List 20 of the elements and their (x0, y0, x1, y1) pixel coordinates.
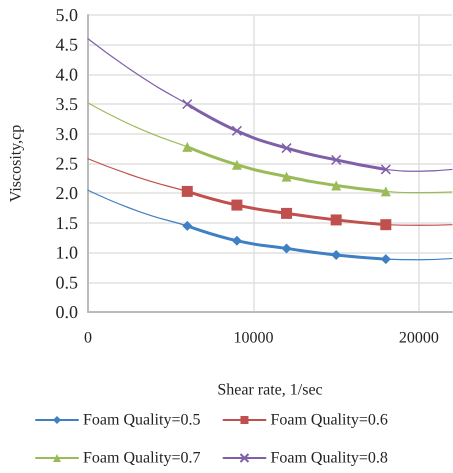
legend-label: Foam Quality=0.5 (83, 412, 200, 428)
y-tick-label: 5.0 (56, 5, 78, 25)
y-tick-label: 4.5 (56, 34, 78, 55)
x-tick-label: 10000 (233, 330, 274, 346)
y-tick-label: 0.5 (56, 272, 78, 292)
y-tick-label: 3.0 (56, 124, 78, 144)
y-tick-label: 3.5 (56, 94, 78, 114)
legend-label: Foam Quality=0.6 (270, 412, 388, 428)
y-tick-label: 2.0 (56, 183, 78, 204)
x-axis-title: Shear rate, 1/sec (217, 382, 323, 398)
y-tick-label: 2.5 (56, 154, 78, 174)
y-tick-label: 4.0 (56, 64, 78, 84)
y-tick-label: 1.0 (56, 242, 78, 263)
x-tick-label: 0 (84, 330, 92, 346)
y-tick-label: 0.0 (56, 302, 78, 322)
legend-label: Foam Quality=0.7 (83, 450, 200, 466)
legend-label: Foam Quality=0.8 (270, 450, 388, 466)
y-axis-title: Viscosity,cp (8, 124, 24, 202)
y-tick-label: 1.5 (56, 212, 78, 233)
x-tick-label: 20000 (398, 330, 439, 346)
